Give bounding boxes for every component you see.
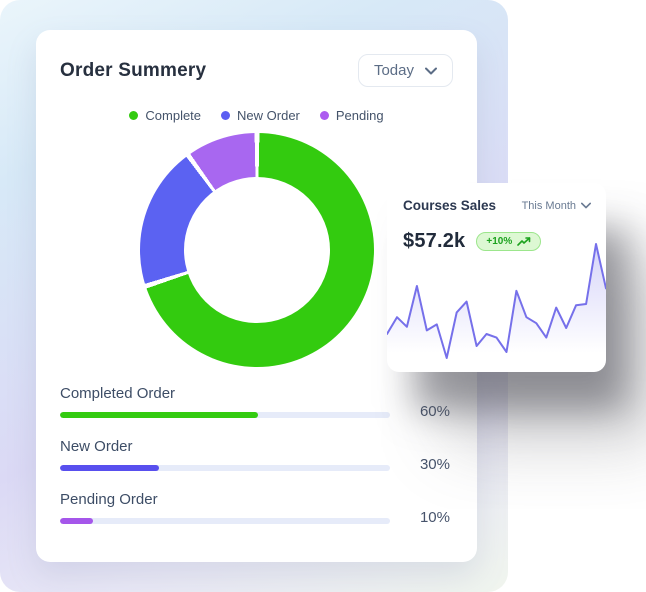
progress-label: Completed Order [60, 385, 176, 402]
legend-label: Pending [335, 108, 384, 123]
sales-card-title: Courses Sales [403, 198, 497, 213]
sales-period-label: This Month [521, 199, 576, 212]
progress-percent: 60% [419, 403, 450, 420]
donut-wrap [36, 133, 477, 367]
sales-value: $57.2k [403, 230, 466, 252]
progress-track [60, 518, 390, 524]
chevron-down-icon [581, 202, 591, 209]
progress-fill [60, 518, 93, 524]
progress-track [60, 465, 390, 471]
progress-percent: 10% [419, 509, 450, 526]
legend-label: New Order [237, 108, 300, 123]
sales-card-header: Courses Sales This Month [387, 183, 606, 213]
legend-item-pending[interactable]: Pending [319, 108, 384, 123]
legend-label: Complete [145, 108, 202, 123]
progress-row-completed-order: Completed Order 60% [60, 385, 450, 420]
courses-sales-card: Courses Sales This Month $57.2k +10% [387, 183, 606, 372]
trending-up-icon [517, 237, 531, 246]
donut-chart [139, 133, 374, 367]
sales-stat-row: $57.2k +10% [387, 230, 606, 253]
change-badge: +10% [476, 232, 542, 251]
period-dropdown-label: Today [373, 62, 414, 79]
progress-main: Completed Order [60, 385, 390, 418]
legend-item-complete[interactable]: Complete [129, 108, 201, 123]
progress-fill [60, 465, 159, 471]
progress-fill [60, 412, 258, 418]
progress-main: New Order [60, 438, 390, 471]
progress-track [60, 412, 390, 418]
progress-row-new-order: New Order 30% [60, 438, 450, 473]
page-title: Order Summery [60, 59, 207, 81]
legend-item-new-order[interactable]: New Order [221, 108, 300, 123]
change-badge-label: +10% [486, 236, 513, 247]
area-fill [387, 244, 606, 372]
order-progress-list: Completed Order 60% New Order 30% Pending Or… [60, 385, 450, 526]
progress-percent: 30% [419, 456, 450, 473]
chevron-down-icon [425, 67, 437, 74]
legend-dot-icon [129, 111, 139, 120]
legend-dot-icon [319, 111, 329, 120]
progress-label: Pending Order [60, 491, 158, 508]
donut-legend: Complete New Order Pending [36, 108, 477, 123]
sales-area-chart [387, 243, 606, 372]
progress-label: New Order [60, 438, 133, 455]
area-line [387, 243, 606, 359]
progress-main: Pending Order [60, 491, 390, 524]
order-card-header: Order Summery Today [36, 30, 477, 87]
period-dropdown-today[interactable]: Today [357, 54, 453, 87]
legend-dot-icon [221, 111, 231, 120]
period-dropdown-this-month[interactable]: This Month [522, 200, 591, 212]
progress-row-pending-order: Pending Order 10% [60, 491, 450, 526]
